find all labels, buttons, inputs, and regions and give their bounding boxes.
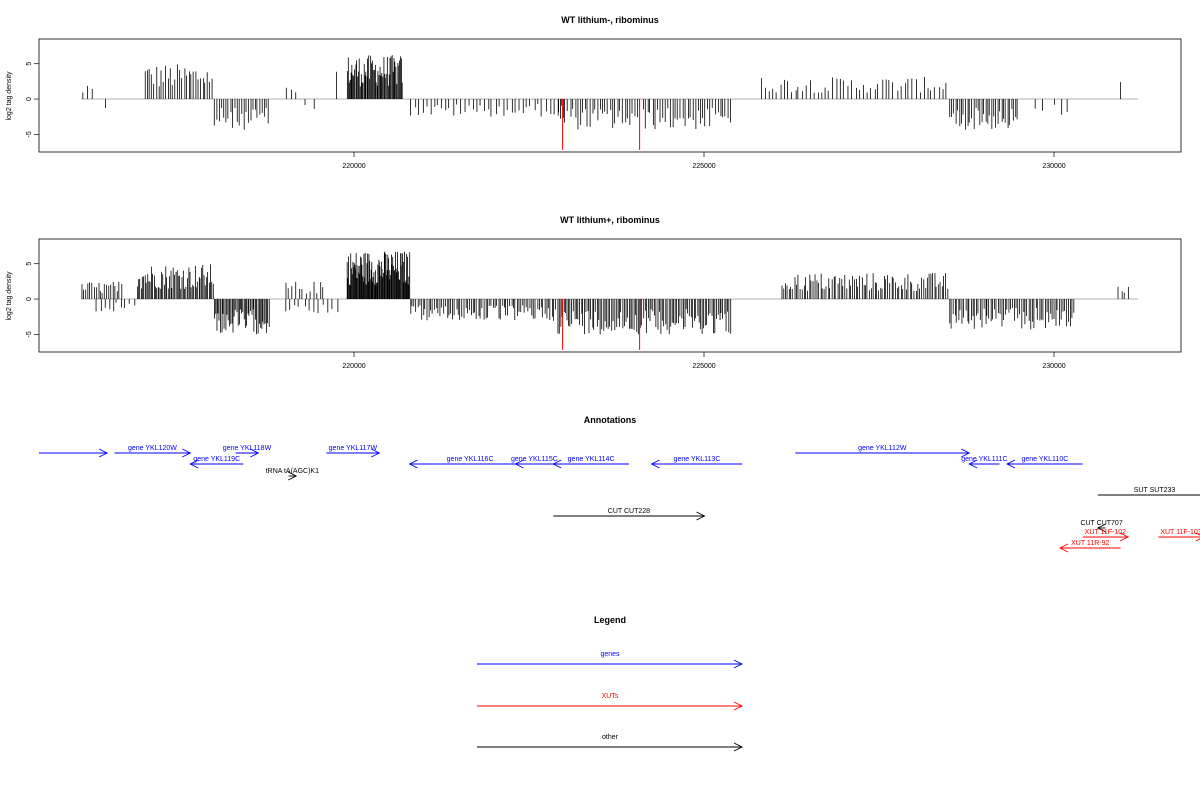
feature-label: gene YKL117W <box>329 445 378 452</box>
x-tick-label: 230000 <box>1042 163 1065 170</box>
feature-arrow <box>235 448 260 458</box>
annotation-feature[interactable]: XUT 11F-103 <box>1158 529 1200 542</box>
y-axis-label: log2 tag density <box>6 71 13 121</box>
legend-label: genes <box>600 651 620 658</box>
feature-label: gene YKL119C <box>193 456 240 463</box>
x-tick-label: 225000 <box>692 363 715 370</box>
legend-item-gene: genes <box>477 651 744 669</box>
feature-arrow <box>968 459 1000 469</box>
annotation-feature[interactable]: XUT 11R-92 <box>1058 540 1121 553</box>
y-tick-label: 5 <box>26 62 33 66</box>
annotation-feature[interactable]: SUT SUT233 <box>1097 487 1200 499</box>
legend-label: XUTs <box>602 693 619 700</box>
y-tick-label: 0 <box>26 97 33 101</box>
feature-label: gene YKL111C <box>961 456 1007 463</box>
feature-label: gene YKL113C <box>674 456 721 463</box>
annotation-feature[interactable]: gene YKL111C <box>961 456 1008 469</box>
feature-arrow <box>1096 523 1107 533</box>
feature-label: CUT CUT228 <box>608 508 650 515</box>
feature-arrow <box>1082 532 1130 542</box>
legend-item-other: other <box>477 734 744 752</box>
annotation-feature[interactable]: XUT 11F-102 <box>1082 529 1130 542</box>
y-tick-label: 0 <box>26 297 33 301</box>
feature-arrow <box>650 459 743 469</box>
feature-label: gene YKL116C <box>447 456 494 463</box>
feature-label: gene YKL112W <box>858 445 907 452</box>
feature-arrow <box>1097 494 1200 496</box>
annotation-feature[interactable]: gene YKL112W <box>795 445 971 458</box>
feature-arrow <box>553 511 706 521</box>
annotation-feature[interactable]: gene YKL115C <box>511 456 558 469</box>
annotations-title: Annotations <box>584 415 637 425</box>
x-tick-label: 220000 <box>342 163 365 170</box>
annotation-feature[interactable]: tRNA tA(AGC)K1 <box>266 468 319 481</box>
x-tick-label: 230000 <box>1042 363 1065 370</box>
annotation-feature[interactable]: gene YKL118W <box>223 445 272 458</box>
annotation-feature[interactable]: gene YKL114C <box>552 456 629 469</box>
data-bars <box>81 251 1138 350</box>
annotation-feature[interactable] <box>39 448 109 458</box>
feature-label: SUT SUT233 <box>1134 487 1176 494</box>
track-lithium-minus: WT lithium-, ribominus log2 tag density … <box>6 15 1182 170</box>
feature-arrow <box>1006 459 1083 469</box>
feature-label: gene YKL118W <box>223 445 272 452</box>
feature-label: XUT 11R-92 <box>1071 540 1109 547</box>
feature-arrow <box>514 459 554 469</box>
feature-arrow <box>189 459 244 469</box>
x-tick-label: 220000 <box>342 363 365 370</box>
x-tick-label: 225000 <box>692 163 715 170</box>
legend-arrow <box>477 742 744 752</box>
y-tick-label: 5 <box>26 262 33 266</box>
annotation-feature[interactable]: gene YKL120W <box>114 445 192 458</box>
y-axis: -5 0 5 <box>26 262 39 337</box>
annotation-feature[interactable]: gene YKL113C <box>650 456 743 469</box>
feature-arrow <box>39 448 109 458</box>
plot-frame <box>38 238 1182 353</box>
feature-label: gene YKL120W <box>128 445 177 452</box>
legend: Legend genes XUTs other <box>477 615 744 752</box>
y-axis-label: log2 tag density <box>6 271 13 321</box>
feature-label: XUT 11F-103 <box>1160 529 1200 536</box>
legend-item-xut: XUTs <box>477 693 744 711</box>
feature-label: XUT 11F-102 <box>1085 529 1126 536</box>
x-axis: 220000 225000 230000 <box>342 152 1066 170</box>
feature-arrow <box>326 448 381 458</box>
feature-label: gene YKL114C <box>568 456 615 463</box>
y-tick-label: -5 <box>26 131 33 137</box>
feature-arrow <box>408 459 531 469</box>
track-title: WT lithium-, ribominus <box>561 15 659 25</box>
legend-arrow <box>477 659 744 669</box>
annotation-feature[interactable]: gene YKL117W <box>326 445 381 458</box>
annotation-feature[interactable]: CUT CUT228 <box>553 508 706 521</box>
legend-arrow <box>477 701 744 711</box>
x-axis: 220000 225000 230000 <box>342 352 1066 370</box>
track-title: WT lithium+, ribominus <box>560 215 660 225</box>
track-lithium-plus: WT lithium+, ribominus log2 tag density … <box>6 215 1182 370</box>
legend-title: Legend <box>594 615 626 625</box>
feature-arrow <box>1058 543 1121 553</box>
annotation-feature[interactable]: gene YKL119C <box>189 456 244 469</box>
feature-arrow <box>114 448 192 458</box>
data-bars <box>81 55 1138 150</box>
annotation-feature[interactable]: gene YKL110C <box>1006 456 1083 469</box>
feature-arrow <box>552 459 629 469</box>
y-tick-label: -5 <box>26 331 33 337</box>
legend-items: genes XUTs other <box>477 651 744 752</box>
feature-arrow <box>795 448 971 458</box>
plot-frame <box>38 38 1182 153</box>
legend-label: other <box>602 734 619 741</box>
feature-arrow <box>1158 532 1200 542</box>
feature-label: gene YKL115C <box>511 456 558 463</box>
feature-label: tRNA tA(AGC)K1 <box>266 468 319 475</box>
annotation-feature[interactable]: gene YKL116C <box>408 456 531 469</box>
feature-label: gene YKL110C <box>1021 456 1068 463</box>
feature-label: CUT CUT707 <box>1080 520 1122 527</box>
annotation-feature[interactable]: CUT CUT707 <box>1080 520 1123 533</box>
annotation-features: gene YKL120W gene YKL119C gene YKL118W tRNA… <box>39 445 1200 553</box>
y-axis: -5 0 5 <box>26 62 39 137</box>
feature-arrow <box>287 471 298 481</box>
